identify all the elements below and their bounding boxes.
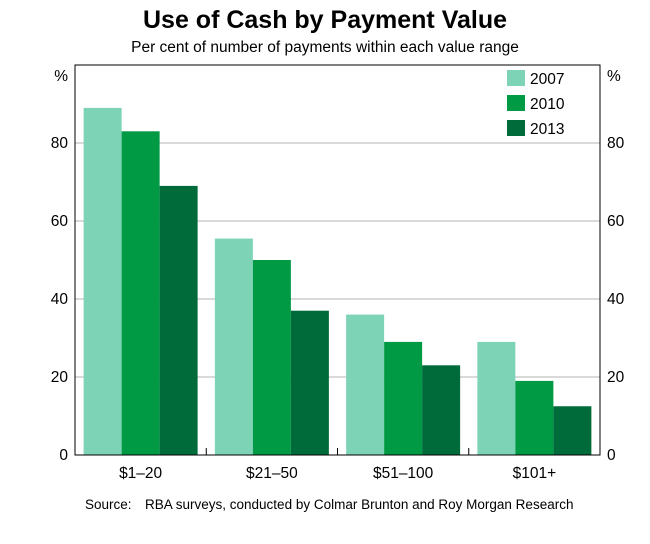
legend: 2007 2010 2013 — [507, 70, 565, 138]
x-tick-label: $51–100 — [373, 465, 434, 482]
bar-2013 — [553, 406, 592, 455]
bar-2013 — [290, 310, 329, 455]
legend-label: 2007 — [530, 71, 564, 88]
legend-swatch-2010 — [507, 95, 525, 111]
y-tick-label-left: 80 — [51, 135, 69, 152]
x-tick-label: $101+ — [513, 465, 557, 482]
bar-2007 — [477, 341, 516, 455]
y-axis-unit-right: % — [607, 68, 621, 85]
bar-2010 — [252, 260, 291, 455]
x-tick-label: $21–50 — [246, 465, 298, 482]
y-axis-unit-left: % — [54, 68, 68, 85]
bar-2013 — [422, 365, 461, 455]
legend-swatch-2013 — [507, 120, 525, 136]
legend-label: 2010 — [530, 96, 565, 113]
y-tick-label-right: 40 — [607, 291, 625, 308]
source-text: RBA surveys, conducted by Colmar Brunton… — [145, 497, 574, 512]
bar-chart: 0 0 20 20 40 40 60 60 80 80 $1–20 $21–50 $51–100 $101… — [51, 64, 625, 482]
y-tick-label-right: 0 — [607, 447, 616, 464]
chart-subtitle: Per cent of number of payments within ea… — [131, 39, 519, 56]
y-tick-label-right: 80 — [607, 135, 625, 152]
bar-2007 — [83, 107, 122, 456]
bar-2007 — [214, 238, 253, 455]
bar-2007 — [346, 314, 385, 455]
bar-2010 — [121, 131, 160, 456]
y-tick-label-right: 20 — [607, 369, 625, 386]
legend-label: 2013 — [530, 121, 564, 138]
legend-swatch-2007 — [507, 70, 525, 86]
chart-title: Use of Cash by Payment Value — [142, 6, 508, 34]
y-tick-label-right: 60 — [607, 213, 625, 230]
bar-2010 — [515, 380, 554, 455]
bar-2010 — [384, 341, 423, 455]
y-tick-label-left: 0 — [59, 447, 68, 464]
y-tick-label-left: 60 — [51, 213, 69, 230]
bar-2013 — [159, 185, 198, 455]
y-tick-label-left: 20 — [51, 369, 69, 386]
source-label: Source: — [85, 497, 132, 512]
x-tick-label: $1–20 — [119, 465, 162, 482]
y-tick-label-left: 40 — [51, 291, 69, 308]
